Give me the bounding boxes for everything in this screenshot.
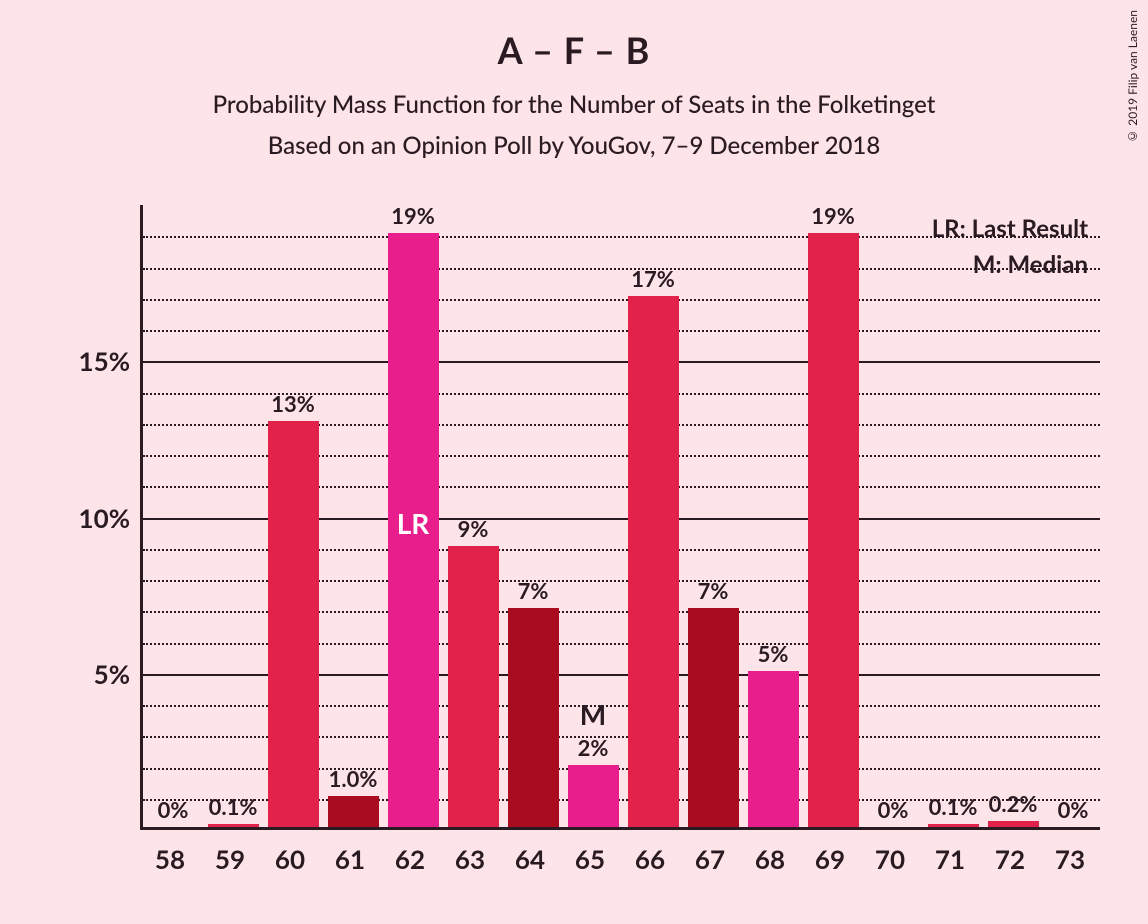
x-tick-label: 59 — [200, 843, 260, 875]
bar — [688, 608, 739, 827]
grid-minor — [143, 330, 1100, 332]
bar — [208, 824, 259, 827]
bar — [748, 671, 799, 827]
x-tick-label: 71 — [920, 843, 980, 875]
x-tick-label: 62 — [380, 843, 440, 875]
legend: LR: Last Result M: Median — [932, 211, 1088, 283]
chart-title: A – F – B — [0, 0, 1148, 72]
bar-value-label: 9% — [433, 515, 513, 542]
x-tick-label: 65 — [560, 843, 620, 875]
chart-container: LR: Last Result M: Median 0% 0.1% 13% 1.0% 1… — [70, 205, 1110, 885]
x-tick-label: 67 — [680, 843, 740, 875]
y-tick-label: 15% — [70, 345, 130, 377]
x-tick-label: 70 — [860, 843, 920, 875]
copyright-text: © 2019 Filip van Laenen — [1125, 10, 1140, 144]
y-tick-label: 5% — [70, 658, 130, 690]
y-tick-label: 10% — [70, 502, 130, 534]
bar-value-label: 7% — [673, 577, 753, 604]
plot-area: LR: Last Result M: Median 0%0.1%13%1.0%1… — [140, 205, 1100, 830]
bar-value-label: 19% — [793, 202, 873, 229]
bar-value-label: 0.1% — [193, 793, 273, 820]
chart-subtitle-1: Probability Mass Function for the Number… — [0, 90, 1148, 119]
bar — [508, 608, 559, 827]
bar-value-label: 17% — [613, 265, 693, 292]
grid-minor — [143, 236, 1100, 238]
x-tick-label: 61 — [320, 843, 380, 875]
bar — [268, 421, 319, 827]
bar-value-label: 7% — [493, 577, 573, 604]
median-marker: M — [563, 697, 623, 731]
x-tick-label: 63 — [440, 843, 500, 875]
x-tick-label: 64 — [500, 843, 560, 875]
x-tick-label: 73 — [1040, 843, 1100, 875]
bar — [988, 821, 1039, 827]
x-tick-label: 58 — [140, 843, 200, 875]
x-tick-label: 66 — [620, 843, 680, 875]
x-tick-label: 68 — [740, 843, 800, 875]
bar — [928, 824, 979, 827]
x-tick-label: 72 — [980, 843, 1040, 875]
chart-subtitle-2: Based on an Opinion Poll by YouGov, 7–9 … — [0, 131, 1148, 160]
legend-last-result: LR: Last Result — [932, 211, 1088, 247]
bar-value-label: 0% — [1033, 796, 1113, 823]
bar — [568, 765, 619, 828]
grid-minor — [143, 299, 1100, 301]
bar — [448, 546, 499, 827]
x-tick-label: 60 — [260, 843, 320, 875]
bar-value-label: 5% — [733, 640, 813, 667]
bar-value-label: 2% — [553, 734, 633, 761]
bar-value-label: 13% — [253, 390, 333, 417]
bar — [628, 296, 679, 827]
bar-value-label: 1.0% — [313, 765, 393, 792]
last-result-marker: LR — [383, 506, 443, 540]
bar — [328, 796, 379, 827]
legend-median: M: Median — [932, 247, 1088, 283]
x-tick-label: 69 — [800, 843, 860, 875]
bar — [808, 233, 859, 827]
bar-value-label: 19% — [373, 202, 453, 229]
grid-major — [143, 361, 1100, 363]
